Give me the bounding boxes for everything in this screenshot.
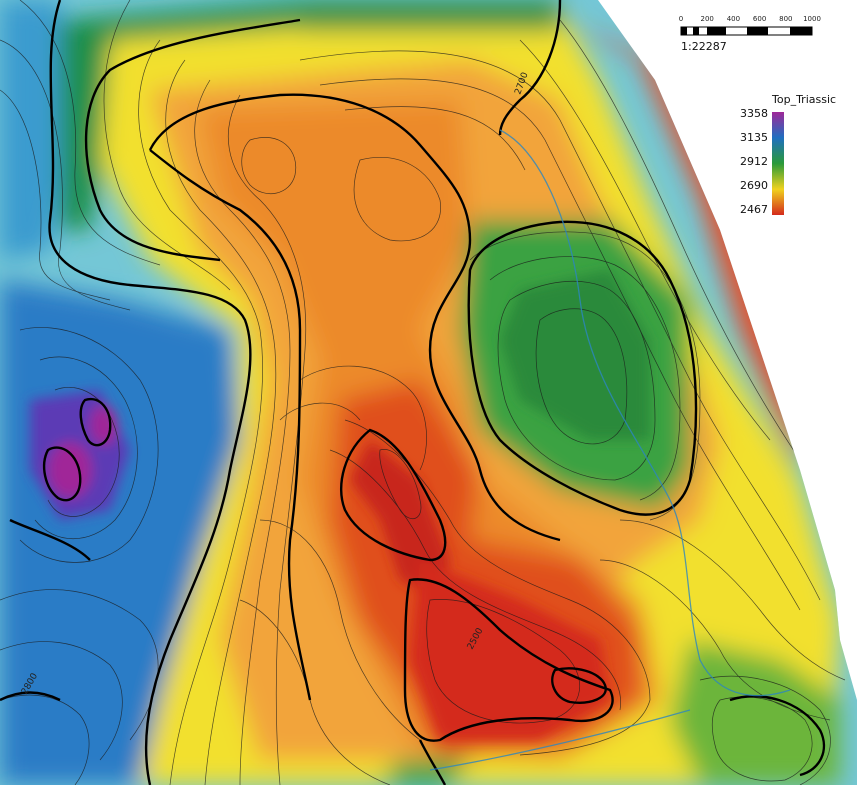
scale-tick-label: 800 — [779, 15, 792, 23]
legend-value: 2912 — [740, 155, 768, 168]
boundary-lines — [429, 129, 791, 771]
legend-value: 2467 — [740, 203, 768, 216]
legend-value: 3135 — [740, 131, 768, 144]
scale-bar: 0 200 400 600 800 1000 1:22287 — [679, 15, 821, 53]
scale-tick-label: 200 — [701, 15, 714, 23]
legend-title: Top_Triassic — [771, 93, 836, 106]
scale-tick-label: 400 — [727, 15, 740, 23]
scale-tick-label: 600 — [753, 15, 766, 23]
color-legend: Top_Triassic 3358 3135 2912 2690 2467 — [740, 93, 836, 216]
legend-value: 2690 — [740, 179, 768, 192]
scale-tick-label: 1000 — [803, 15, 821, 23]
legend-colorbar — [772, 112, 784, 215]
scale-ratio: 1:22287 — [681, 40, 727, 53]
scale-tick-label: 0 — [679, 15, 683, 23]
legend-value: 3358 — [740, 107, 768, 120]
index-contours — [0, 0, 826, 785]
